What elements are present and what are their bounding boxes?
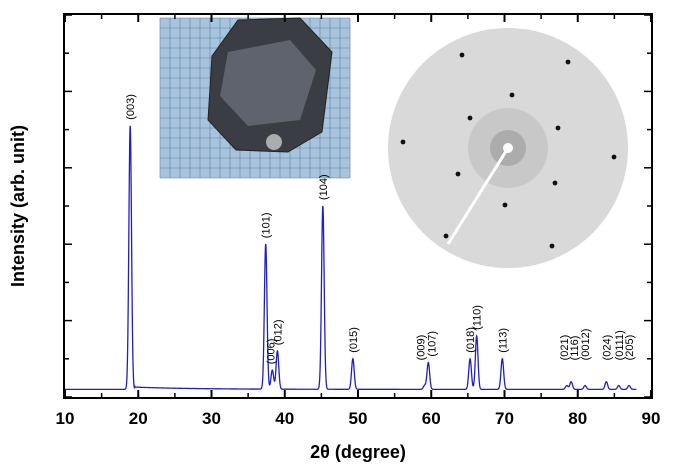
peak-label: (009): [416, 335, 428, 361]
peak-label: (012): [272, 320, 284, 346]
x-tick-label: 70: [495, 409, 514, 428]
laue-spot: [467, 115, 473, 121]
peak-label: (104): [318, 174, 330, 200]
x-tick-label: 60: [422, 409, 441, 428]
laue-spot: [611, 154, 617, 160]
peak-label: (101): [261, 213, 273, 239]
x-axis-title: 2θ (degree): [310, 442, 406, 462]
peak-labels: (003) (101) (006)(012) (104) (015) (009)(107)…: [125, 94, 636, 364]
x-tick-label: 90: [642, 409, 661, 428]
laue-spot: [555, 125, 561, 131]
laue-spots: [400, 52, 617, 249]
laue-spot: [565, 59, 571, 65]
peak-label: (107): [426, 331, 438, 357]
laue-spot: [400, 139, 406, 145]
x-tick-label: 30: [202, 409, 221, 428]
crystal-reflection: [220, 40, 316, 126]
beam-stop: [446, 147, 510, 245]
peak-label: (024): [601, 335, 613, 361]
x-axis-ticks: 10 20 30 40 50 60 70 80 90: [56, 15, 661, 428]
laue-spot: [455, 171, 461, 177]
crystal-photo-inset: [159, 17, 351, 179]
laue-spot: [443, 233, 449, 239]
peak-label: (003): [125, 94, 137, 120]
peak-label: (205): [624, 335, 636, 361]
x-tick-label: 80: [568, 409, 587, 428]
peak-label: (0012): [580, 329, 592, 361]
laue-pattern-inset: [388, 28, 628, 268]
crystal-highlight: [266, 134, 282, 150]
peak-label: (018): [465, 327, 477, 353]
peak-label: (021): [559, 335, 571, 361]
laue-spot: [459, 52, 465, 58]
laue-center-spot: [503, 143, 513, 153]
laue-spot: [549, 243, 555, 249]
peak-label: (110): [472, 305, 484, 330]
peak-label: (116): [569, 336, 581, 361]
laue-spot: [509, 92, 515, 98]
peak-label: (006): [265, 339, 277, 365]
xrd-spectrum-line: [65, 125, 637, 391]
x-tick-label: 40: [275, 409, 294, 428]
x-tick-label: 50: [349, 409, 368, 428]
peak-label: (015): [348, 327, 360, 353]
laue-spot: [502, 202, 508, 208]
peak-label: (113): [497, 328, 509, 353]
y-axis-ticks: [65, 14, 651, 398]
peak-label: (0111): [614, 330, 626, 360]
y-axis-title: Intensity (arb. unit): [8, 125, 28, 287]
x-tick-label: 20: [129, 409, 148, 428]
x-tick-label: 10: [56, 409, 75, 428]
laue-spot: [552, 180, 558, 186]
